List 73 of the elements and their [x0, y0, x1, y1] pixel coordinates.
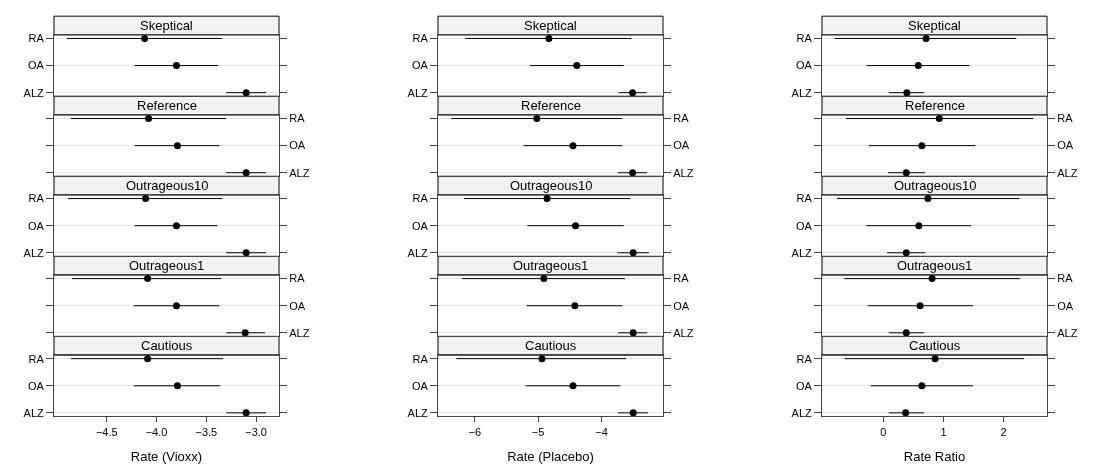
x-tick-label: 2: [1000, 425, 1007, 438]
chart-title: Cautious: [525, 338, 577, 353]
y-tick-label: OA: [27, 379, 45, 392]
x-tick-label: −4.5: [95, 425, 118, 438]
y-tick-label: ALZ: [23, 86, 45, 99]
y-tick-label: OA: [411, 219, 429, 232]
y-tick-label: ALZ: [673, 166, 694, 179]
y-tick-label: ALZ: [23, 406, 45, 419]
y-tick-label: OA: [289, 139, 306, 152]
chart-title: Outrageous10: [894, 178, 977, 193]
y-tick-label: RA: [28, 32, 45, 45]
y-tick-label: OA: [795, 219, 813, 232]
chart-title: Outrageous1: [513, 258, 589, 273]
chart-title: Reference: [905, 98, 965, 113]
y-tick-label: ALZ: [23, 246, 45, 259]
chart-title: Outrageous10: [510, 178, 593, 193]
y-tick-label: ALZ: [407, 406, 429, 419]
x-axis-title: Rate Ratio: [903, 449, 966, 465]
y-tick-label: ALZ: [289, 166, 310, 179]
x-tick-label: −3.0: [245, 425, 267, 438]
x-axis-title: Rate (Vioxx): [130, 449, 203, 465]
y-tick-label: RA: [28, 192, 45, 205]
y-tick-label: OA: [673, 139, 690, 152]
x-tick-label: −5: [531, 425, 545, 438]
y-tick-label: RA: [28, 352, 45, 365]
y-tick-label: OA: [27, 219, 45, 232]
x-tick-label: 0: [880, 425, 887, 438]
y-tick-label: OA: [1057, 299, 1074, 312]
x-tick-label: −4.0: [145, 425, 168, 438]
x-tick-label: 1: [940, 425, 947, 438]
y-tick-label: RA: [796, 32, 813, 45]
x-axis-title: Rate (Placebo): [507, 449, 594, 465]
chart-title: Skeptical: [140, 18, 193, 33]
y-tick-label: OA: [673, 299, 690, 312]
y-tick-label: RA: [796, 192, 813, 205]
chart-title: Skeptical: [908, 18, 961, 33]
chart-title: Outrageous10: [126, 178, 209, 193]
chart-title: Reference: [521, 98, 581, 113]
chart-title: Cautious: [909, 338, 961, 353]
chart-title: Outrageous1: [897, 258, 973, 273]
y-tick-label: RA: [1057, 112, 1074, 125]
y-tick-label: ALZ: [673, 326, 694, 339]
y-tick-label: RA: [412, 352, 429, 365]
x-tick-label: −3.5: [195, 425, 218, 438]
y-tick-label: ALZ: [1057, 166, 1078, 179]
chart-title: Skeptical: [524, 18, 577, 33]
y-tick-label: RA: [673, 112, 690, 125]
x-tick-label: −6: [468, 425, 482, 438]
y-tick-label: RA: [289, 272, 306, 285]
chart-title: Cautious: [141, 338, 193, 353]
y-tick-label: ALZ: [1057, 326, 1078, 339]
y-tick-label: ALZ: [407, 86, 429, 99]
y-tick-label: ALZ: [289, 326, 310, 339]
x-tick-label: −4: [595, 425, 608, 438]
y-tick-label: RA: [796, 352, 813, 365]
y-tick-label: ALZ: [791, 86, 813, 99]
chart-title: Reference: [137, 98, 197, 113]
y-tick-label: OA: [795, 379, 813, 392]
y-tick-label: ALZ: [791, 246, 813, 259]
chart-title: Outrageous1: [129, 258, 205, 273]
y-tick-label: OA: [1057, 139, 1074, 152]
y-tick-label: OA: [289, 299, 306, 312]
y-tick-label: OA: [411, 59, 429, 72]
y-tick-label: ALZ: [791, 406, 813, 419]
y-tick-label: RA: [1057, 272, 1074, 285]
y-tick-label: OA: [795, 59, 813, 72]
y-tick-label: RA: [289, 112, 306, 125]
y-tick-label: OA: [411, 379, 429, 392]
y-tick-label: RA: [412, 192, 429, 205]
y-tick-label: RA: [673, 272, 690, 285]
y-tick-label: ALZ: [407, 246, 429, 259]
y-tick-label: RA: [412, 32, 429, 45]
y-tick-label: OA: [27, 59, 45, 72]
